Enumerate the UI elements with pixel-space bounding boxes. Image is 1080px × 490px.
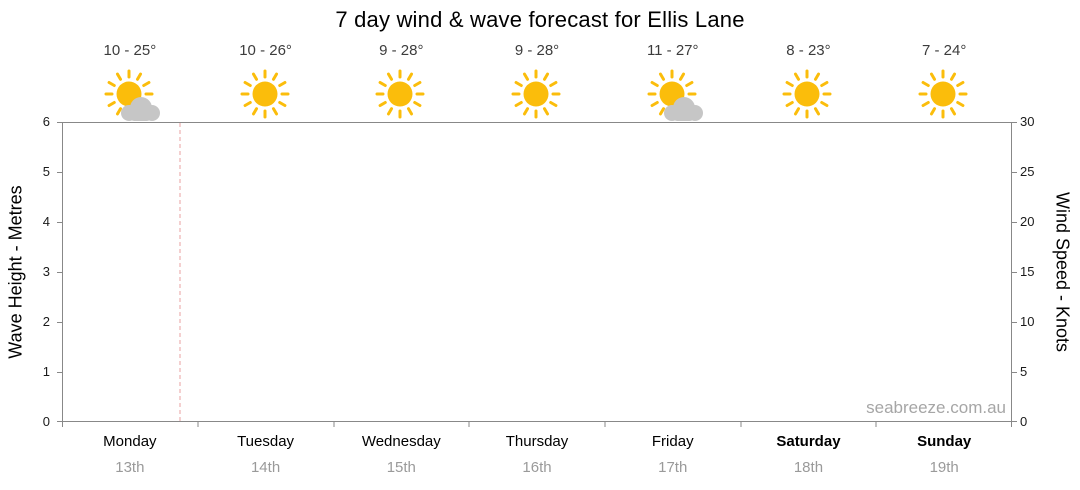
y-axis-tick-label: 6 <box>42 114 50 129</box>
weather-icon <box>509 65 565 123</box>
day-name: Thursday <box>505 433 569 450</box>
y-axis-tick-label: 30 <box>1020 114 1035 129</box>
y-axis-tick-label: 5 <box>1020 364 1028 379</box>
day-column-footer: Saturday 18th <box>741 433 877 476</box>
y-axis-tick-label: 0 <box>1020 414 1028 429</box>
day-date: 17th <box>658 459 688 476</box>
weather-icon <box>780 65 836 123</box>
day-temp-range: 11 - 27° <box>646 42 699 59</box>
day-column-footer: Wednesday 15th <box>333 433 469 476</box>
y-axis-tick-label: 0 <box>42 414 50 429</box>
cloud-icon <box>120 97 160 121</box>
watermark: seabreeze.com.au <box>866 398 1006 417</box>
day-name: Sunday <box>917 433 972 450</box>
day-name: Tuesday <box>237 433 295 450</box>
day-temp-range: 8 - 23° <box>786 42 831 59</box>
day-date: 16th <box>522 459 552 476</box>
day-labels-row: Monday 13th Tuesday 14th Wednesday 15th … <box>62 433 1012 476</box>
day-column-header: 9 - 28° <box>469 42 605 123</box>
sun-icon <box>240 69 290 119</box>
day-temp-range: 10 - 26° <box>239 42 292 59</box>
day-column-header: 11 - 27° <box>605 42 741 123</box>
sun-icon <box>375 69 425 119</box>
day-column-header: 8 - 23° <box>741 42 877 123</box>
right-axis-tick-labels: 30 25 20 15 10 5 0 <box>1016 0 1066 490</box>
day-temp-range: 9 - 28° <box>514 42 560 59</box>
plot-area <box>57 122 1017 427</box>
y-axis-tick-label: 5 <box>42 164 50 179</box>
day-temp-range: 9 - 28° <box>379 42 424 59</box>
y-axis-tick-label: 15 <box>1020 264 1035 279</box>
day-column-header: 10 - 26° <box>198 42 334 123</box>
day-temp-range: 10 - 25° <box>103 42 157 59</box>
y-axis-tick-label: 4 <box>42 214 50 229</box>
sun-icon <box>782 69 832 119</box>
y-axis-tick-label: 20 <box>1020 214 1035 229</box>
cloud-icon <box>663 97 703 121</box>
day-date: 19th <box>929 459 959 476</box>
day-column-header: 10 - 25° <box>62 42 198 123</box>
y-axis-tick-label: 2 <box>42 314 50 329</box>
chart-title: 7 day wind & wave forecast for Ellis Lan… <box>335 7 745 32</box>
day-column-footer: Tuesday 14th <box>198 433 334 476</box>
day-column-header: 7 - 24° <box>876 42 1012 123</box>
y-axis-tick-label: 1 <box>42 364 50 379</box>
day-date: 18th <box>793 459 824 476</box>
y-axis-tick-label: 25 <box>1020 164 1035 179</box>
weather-icon <box>916 65 972 123</box>
weather-icon <box>102 65 160 123</box>
day-column-footer: Friday 17th <box>605 433 741 476</box>
weather-icon <box>373 65 429 123</box>
day-date: 15th <box>386 459 416 476</box>
day-column-footer: Monday 13th <box>62 433 198 476</box>
weather-icon <box>238 65 294 123</box>
day-column-header: 9 - 28° <box>333 42 469 123</box>
day-name: Monday <box>103 433 157 450</box>
day-name: Friday <box>651 433 694 450</box>
weather-icon <box>645 65 703 123</box>
day-column-footer: Thursday 16th <box>469 433 605 476</box>
left-axis-tick-labels: 6 5 4 3 2 1 0 <box>0 0 56 490</box>
day-name: Wednesday <box>361 433 441 450</box>
sun-icon <box>511 69 561 119</box>
daily-header-row: 10 - 25° 10 - 26° 9 - 28° 9 - 28° <box>62 42 1012 123</box>
sun-icon <box>918 69 968 119</box>
day-temp-range: 7 - 24° <box>921 42 967 59</box>
y-axis-tick-label: 10 <box>1020 314 1035 329</box>
y-axis-tick-label: 3 <box>42 264 50 279</box>
day-column-footer: Sunday 19th <box>876 433 1012 476</box>
day-date: 13th <box>115 459 145 476</box>
day-name: Saturday <box>776 433 841 450</box>
day-date: 14th <box>250 459 281 476</box>
